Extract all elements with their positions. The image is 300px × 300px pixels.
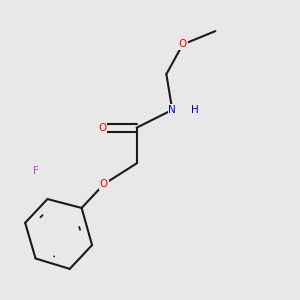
Text: F: F (33, 166, 38, 176)
Text: O: O (178, 40, 187, 50)
Text: O: O (100, 179, 108, 189)
Text: O: O (98, 123, 106, 133)
Text: H: H (191, 105, 199, 115)
Text: N: N (168, 105, 176, 115)
